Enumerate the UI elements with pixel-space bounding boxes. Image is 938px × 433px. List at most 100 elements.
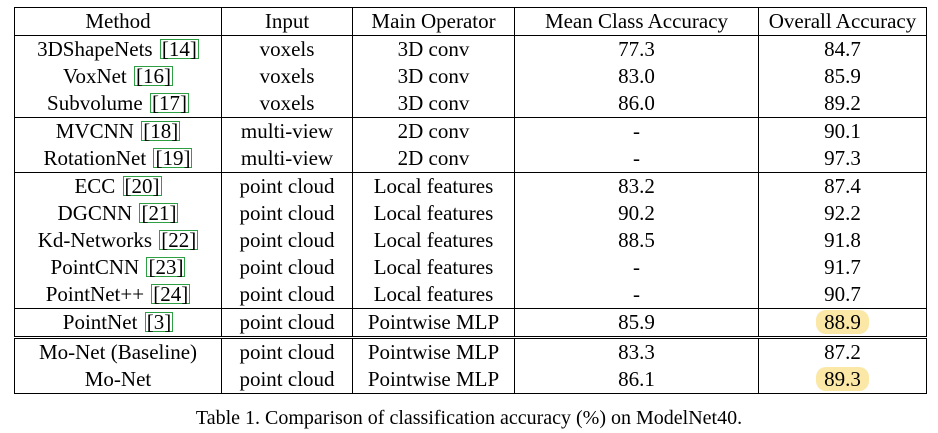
citation-link[interactable]: [21] — [139, 201, 179, 225]
citation-link[interactable]: [16] — [134, 64, 174, 88]
cell-input: voxels — [221, 35, 353, 63]
cell-main-operator: 2D conv — [352, 117, 515, 145]
table-row: Mo-Net point cloud Pointwise MLP 86.1 89.3 — [14, 366, 927, 394]
cell-mean-class-accuracy: - — [514, 254, 759, 281]
cell-method: Mo-Net — [14, 366, 222, 394]
cell-main-operator: Pointwise MLP — [352, 366, 515, 394]
cell-overall-accuracy: 97.3 — [758, 145, 927, 173]
citation-number: 18 — [150, 119, 172, 143]
cell-mean-class-accuracy: 86.0 — [514, 90, 759, 118]
cell-main-operator: Pointwise MLP — [352, 336, 515, 366]
header-main-operator: Main Operator — [352, 7, 515, 36]
citation-link[interactable]: [22] — [159, 228, 199, 252]
cell-mean-class-accuracy: 83.3 — [514, 336, 759, 366]
cell-main-operator: 3D conv — [352, 35, 515, 63]
cell-overall-accuracy: 92.2 — [758, 200, 927, 227]
cell-method: VoxNet [16] — [14, 63, 222, 90]
cell-method: ECC [20] — [14, 172, 222, 200]
method-name: PointNet — [62, 310, 138, 334]
cell-overall-accuracy: 91.7 — [758, 254, 927, 281]
method-name: Mo-Net — [84, 367, 152, 391]
citation-link[interactable]: [3] — [144, 310, 174, 334]
cell-method: 3DShapeNets [14] — [14, 35, 222, 63]
cell-main-operator: Local features — [352, 227, 515, 254]
citation-number: 23 — [155, 255, 177, 279]
citation-number: 16 — [143, 64, 165, 88]
table-header-row: Method Input Main Operator Mean Class Ac… — [14, 7, 927, 36]
citation-number: 19 — [162, 146, 184, 170]
citation-number: 17 — [158, 91, 180, 115]
citation-number: 21 — [148, 201, 170, 225]
method-name: 3DShapeNets — [37, 37, 153, 61]
cell-input: point cloud — [221, 172, 353, 200]
cell-mean-class-accuracy: 83.2 — [514, 172, 759, 200]
cell-mean-class-accuracy: - — [514, 117, 759, 145]
cell-method: PointNet [3] — [14, 308, 222, 338]
table-body: 3DShapeNets [14] voxels 3D conv 77.3 84.7 Vox… — [14, 35, 927, 394]
cell-mean-class-accuracy: 83.0 — [514, 63, 759, 90]
cell-method: MVCNN [18] — [14, 117, 222, 145]
cell-main-operator: Local features — [352, 281, 515, 309]
cell-input: voxels — [221, 63, 353, 90]
cell-overall-accuracy: 85.9 — [758, 63, 927, 90]
citation-number: 22 — [168, 228, 190, 252]
table-row: PointNet [3] point cloud Pointwise MLP 85.9… — [14, 308, 927, 338]
cell-input: point cloud — [221, 200, 353, 227]
method-name: DGCNN — [57, 201, 133, 225]
cell-overall-accuracy: 89.2 — [758, 90, 927, 118]
cell-main-operator: Pointwise MLP — [352, 308, 515, 338]
citation-link[interactable]: [20] — [122, 174, 162, 198]
cell-method: RotationNet [19] — [14, 145, 222, 173]
citation-number: 20 — [131, 174, 153, 198]
table-row: 3DShapeNets [14] voxels 3D conv 77.3 84.7 — [14, 35, 927, 63]
cell-mean-class-accuracy: 90.2 — [514, 200, 759, 227]
cell-input: point cloud — [221, 281, 353, 309]
cell-main-operator: 3D conv — [352, 90, 515, 118]
cell-input: point cloud — [221, 308, 353, 338]
cell-overall-accuracy: 90.1 — [758, 117, 927, 145]
method-name: Subvolume — [47, 91, 143, 115]
cell-main-operator: 2D conv — [352, 145, 515, 173]
method-name: PointNet++ — [45, 282, 145, 306]
cell-overall-accuracy: 88.9 — [758, 308, 927, 338]
cell-input: point cloud — [221, 254, 353, 281]
cell-main-operator: Local features — [352, 172, 515, 200]
cell-input: point cloud — [221, 366, 353, 394]
cell-input: multi-view — [221, 117, 353, 145]
table-row: Kd-Networks [22] point cloud Local feature… — [14, 227, 927, 254]
cell-overall-accuracy: 89.3 — [758, 366, 927, 394]
citation-link[interactable]: [18] — [141, 119, 181, 143]
table-row: PointCNN [23] point cloud Local features -9… — [14, 254, 927, 281]
cell-overall-accuracy: 91.8 — [758, 227, 927, 254]
citation-link[interactable]: [17] — [149, 91, 189, 115]
cell-mean-class-accuracy: 85.9 — [514, 308, 759, 338]
cell-input: multi-view — [221, 145, 353, 173]
cell-mean-class-accuracy: - — [514, 145, 759, 173]
cell-input: point cloud — [221, 336, 353, 366]
table-caption: Table 1. Comparison of classification ac… — [195, 407, 743, 429]
citation-link[interactable]: [14] — [159, 37, 199, 61]
cell-method: Mo-Net (Baseline) — [14, 336, 222, 366]
citation-link[interactable]: [19] — [153, 146, 193, 170]
method-name: MVCNN — [55, 119, 134, 143]
table-row: MVCNN [18] multi-view 2D conv -90.1 — [14, 117, 927, 145]
results-table: Method Input Main Operator Mean Class Ac… — [14, 7, 927, 394]
citation-link[interactable]: [24] — [151, 282, 191, 306]
header-method: Method — [14, 7, 222, 36]
table-row: ECC [20] point cloud Local features 83.2 87.… — [14, 172, 927, 200]
citation-link[interactable]: [23] — [146, 255, 186, 279]
cell-method: Kd-Networks [22] — [14, 227, 222, 254]
cell-overall-accuracy: 84.7 — [758, 35, 927, 63]
cell-method: PointNet++ [24] — [14, 281, 222, 309]
table-row: VoxNet [16] voxels 3D conv 83.0 85.9 — [14, 63, 927, 90]
method-name: Kd-Networks — [37, 228, 153, 252]
cell-mean-class-accuracy: 86.1 — [514, 366, 759, 394]
header-mean-class-accuracy: Mean Class Accuracy — [514, 7, 759, 36]
method-name: RotationNet — [43, 146, 147, 170]
cell-overall-accuracy: 87.4 — [758, 172, 927, 200]
cell-mean-class-accuracy: 88.5 — [514, 227, 759, 254]
highlighted-value: 88.9 — [816, 310, 869, 334]
cell-method: PointCNN [23] — [14, 254, 222, 281]
cell-method: DGCNN [21] — [14, 200, 222, 227]
cell-input: voxels — [221, 90, 353, 118]
